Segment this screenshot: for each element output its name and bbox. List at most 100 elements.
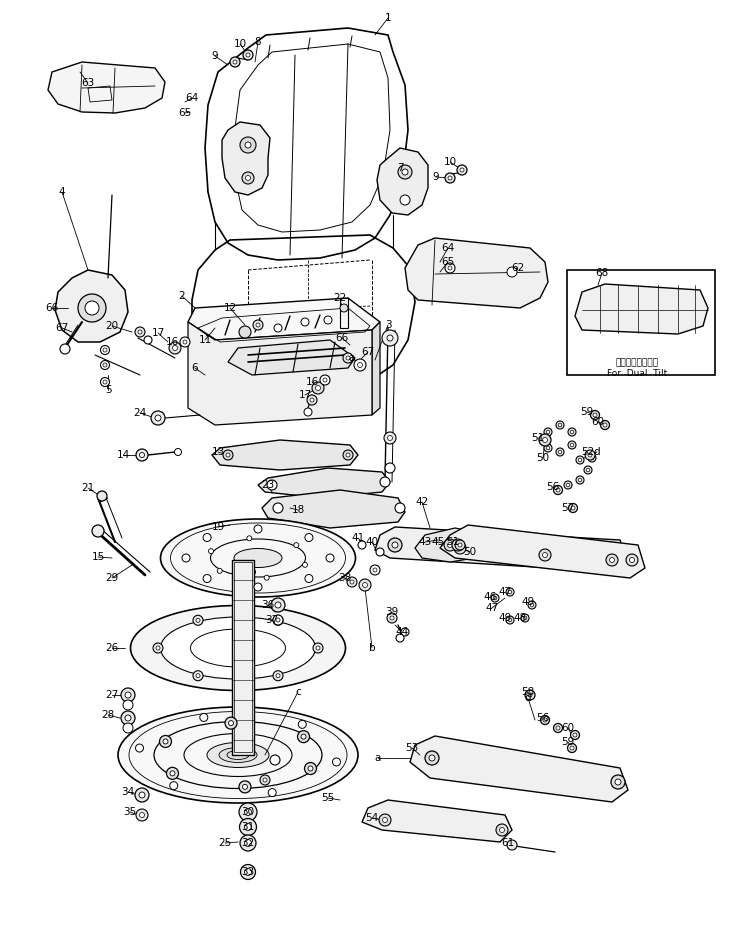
- Circle shape: [590, 456, 593, 460]
- Circle shape: [125, 715, 131, 721]
- Circle shape: [454, 542, 466, 554]
- Text: 12: 12: [223, 303, 237, 313]
- Circle shape: [78, 294, 106, 322]
- Text: b: b: [369, 643, 375, 653]
- Circle shape: [578, 478, 582, 482]
- Circle shape: [230, 57, 240, 67]
- Polygon shape: [262, 490, 405, 528]
- Circle shape: [97, 491, 107, 501]
- Text: 64: 64: [185, 93, 199, 103]
- Circle shape: [172, 346, 177, 350]
- Ellipse shape: [240, 567, 256, 577]
- Circle shape: [301, 734, 306, 739]
- Circle shape: [260, 775, 270, 785]
- Circle shape: [396, 634, 404, 642]
- Circle shape: [305, 575, 313, 582]
- Circle shape: [379, 814, 391, 826]
- Text: 56: 56: [546, 482, 560, 492]
- Circle shape: [139, 792, 145, 798]
- Text: 35: 35: [123, 807, 137, 817]
- Circle shape: [452, 539, 464, 551]
- Circle shape: [156, 646, 160, 650]
- Circle shape: [570, 443, 574, 447]
- Circle shape: [346, 356, 350, 360]
- Text: 9: 9: [433, 172, 439, 182]
- Circle shape: [121, 688, 135, 702]
- Circle shape: [273, 671, 283, 680]
- Bar: [567, 270, 715, 375]
- Polygon shape: [375, 527, 628, 572]
- Circle shape: [457, 165, 467, 175]
- Circle shape: [264, 575, 269, 580]
- Circle shape: [245, 175, 250, 181]
- Polygon shape: [258, 468, 390, 498]
- Circle shape: [586, 468, 590, 472]
- Text: 6: 6: [192, 363, 199, 373]
- Circle shape: [456, 542, 461, 548]
- Circle shape: [458, 543, 462, 547]
- Circle shape: [401, 628, 409, 636]
- Text: 62: 62: [512, 263, 525, 273]
- Circle shape: [239, 781, 251, 793]
- Circle shape: [103, 363, 107, 367]
- Circle shape: [544, 428, 552, 436]
- Polygon shape: [362, 800, 512, 842]
- Circle shape: [193, 616, 203, 626]
- Circle shape: [159, 735, 172, 747]
- Text: 39: 39: [385, 607, 399, 617]
- Circle shape: [135, 327, 145, 337]
- Circle shape: [359, 579, 371, 591]
- Circle shape: [584, 466, 592, 474]
- Circle shape: [271, 598, 285, 612]
- Circle shape: [508, 590, 512, 594]
- Text: 60: 60: [561, 723, 575, 733]
- Text: 21: 21: [81, 483, 95, 493]
- Circle shape: [242, 172, 254, 184]
- Circle shape: [540, 716, 550, 725]
- Circle shape: [139, 452, 145, 458]
- Circle shape: [382, 330, 398, 346]
- Circle shape: [347, 577, 357, 587]
- Circle shape: [223, 450, 233, 460]
- Circle shape: [445, 263, 455, 273]
- Text: 9: 9: [212, 51, 218, 61]
- Circle shape: [573, 733, 577, 737]
- Text: 59: 59: [561, 737, 575, 747]
- Circle shape: [556, 448, 564, 456]
- Circle shape: [203, 575, 211, 582]
- Circle shape: [245, 142, 251, 148]
- Circle shape: [340, 304, 348, 312]
- Circle shape: [136, 744, 144, 752]
- Circle shape: [301, 318, 309, 326]
- Circle shape: [539, 434, 551, 446]
- Circle shape: [603, 423, 607, 427]
- Circle shape: [528, 693, 532, 697]
- Circle shape: [578, 458, 582, 462]
- Text: 33: 33: [242, 867, 255, 877]
- Text: 36: 36: [261, 600, 274, 610]
- Text: 2: 2: [179, 291, 185, 301]
- Circle shape: [384, 432, 396, 444]
- Circle shape: [196, 618, 200, 622]
- Circle shape: [358, 541, 366, 549]
- Circle shape: [525, 690, 535, 700]
- Circle shape: [521, 614, 529, 622]
- Polygon shape: [440, 525, 645, 578]
- Text: 7: 7: [396, 163, 403, 173]
- Circle shape: [387, 613, 397, 623]
- Circle shape: [233, 60, 237, 64]
- Circle shape: [276, 674, 280, 678]
- Text: c: c: [295, 687, 301, 697]
- Circle shape: [253, 320, 263, 330]
- Circle shape: [402, 169, 408, 175]
- Circle shape: [455, 540, 465, 550]
- Circle shape: [568, 428, 576, 436]
- Circle shape: [268, 789, 276, 796]
- Circle shape: [610, 557, 615, 563]
- Text: d: d: [525, 693, 531, 703]
- Text: 17: 17: [299, 390, 312, 400]
- Circle shape: [395, 503, 405, 513]
- Circle shape: [313, 643, 323, 653]
- Circle shape: [163, 739, 168, 744]
- Polygon shape: [48, 62, 165, 113]
